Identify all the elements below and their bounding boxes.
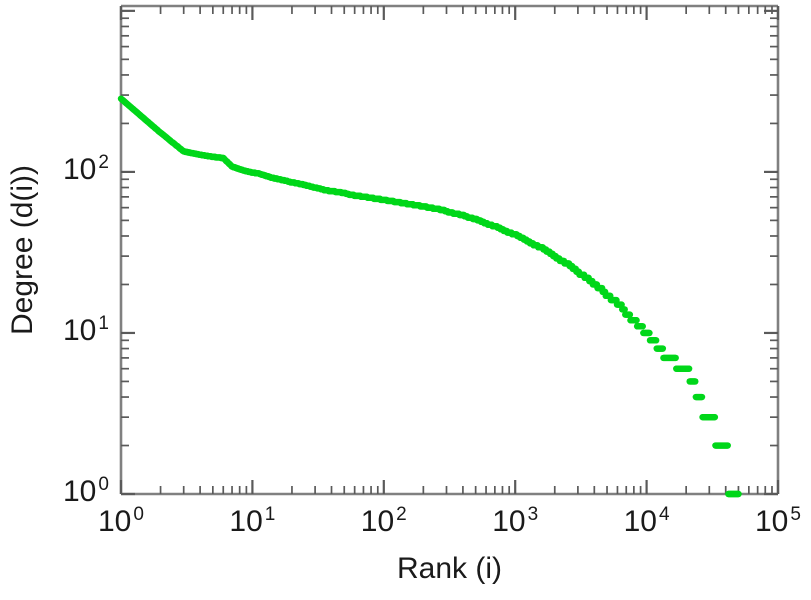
x-tick-label-100: 10 2 [360,504,407,538]
x-tick-label-10000: 10 4 [623,504,670,538]
x-tick-label-1: 10 0 [98,504,144,538]
y-tick-label-100: 10 2 [63,151,109,186]
x-axis-title: Rank (i) [397,552,503,585]
axis-ticks [119,6,780,496]
y-tick-label-1: 10 0 [63,474,109,508]
x-tick-label-1000: 10 3 [492,504,539,538]
axes-frame [119,4,780,496]
data-series-degree-rank [117,95,742,498]
x-tick-label-10: 10 1 [229,504,276,538]
y-axis-title: Degree (d(i)) [6,164,39,335]
y-tick-label-10: 10 1 [63,312,109,347]
x-tick-label-100000: 10 5 [755,504,801,538]
